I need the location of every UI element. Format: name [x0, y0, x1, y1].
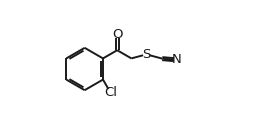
Text: O: O [112, 28, 122, 41]
Text: S: S [142, 48, 151, 61]
Text: Cl: Cl [104, 86, 117, 99]
Text: N: N [172, 53, 182, 66]
